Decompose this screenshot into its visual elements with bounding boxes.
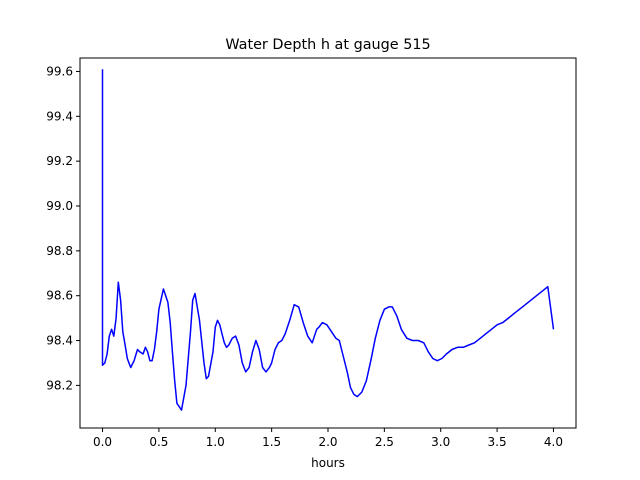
y-tick-label: 98.2 — [46, 378, 73, 392]
x-tick-label: 3.5 — [488, 435, 507, 449]
x-tick-label: 0.0 — [93, 435, 112, 449]
y-tick-label: 99.2 — [46, 154, 73, 168]
x-tick-label: 2.0 — [318, 435, 337, 449]
y-tick-label: 99.4 — [46, 109, 73, 123]
x-tick-label: 2.5 — [375, 435, 394, 449]
y-tick-label: 98.4 — [46, 334, 73, 348]
axis-ticks: 0.0 0.5 1.0 1.5 2.0 2.5 3.0 3.5 4.0 98.2 98.4 98.6 9… — [46, 64, 563, 449]
series-line — [101, 69, 555, 411]
x-axis-label: hours — [311, 456, 345, 470]
y-tick-label: 98.6 — [46, 289, 73, 303]
plot-frame — [79, 57, 577, 429]
y-tick-label: 98.8 — [46, 244, 73, 258]
chart-title: Water Depth h at gauge 515 — [225, 37, 430, 53]
x-tick-label: 4.0 — [544, 435, 563, 449]
x-tick-label: 1.0 — [206, 435, 225, 449]
y-tick-label: 99.6 — [46, 64, 73, 78]
y-tick-label: 99.0 — [46, 199, 73, 213]
x-tick-label: 0.5 — [149, 435, 168, 449]
x-tick-label: 1.5 — [262, 435, 281, 449]
x-tick-label: 3.0 — [431, 435, 450, 449]
